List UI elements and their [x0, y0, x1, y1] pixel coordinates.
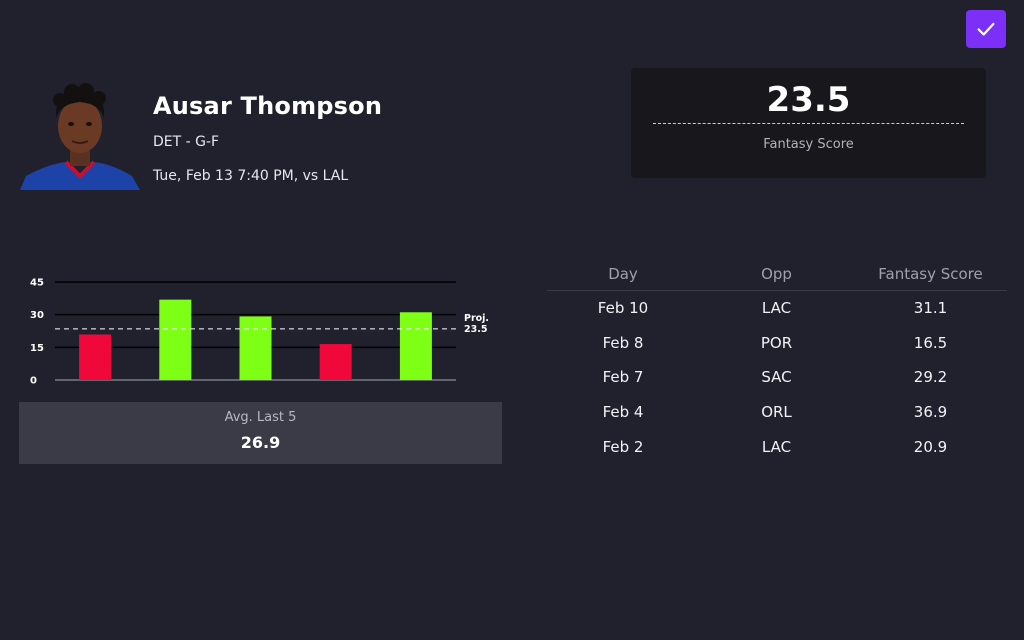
bar: [319, 344, 352, 380]
cell-day: Feb 4: [602, 403, 644, 422]
bar: [159, 299, 192, 380]
checkmark-icon: [977, 22, 995, 36]
table-row: Feb 8 POR 16.5: [547, 326, 1007, 361]
player-team-position: DET - G-F: [153, 134, 220, 150]
cell-score: 31.1: [913, 299, 948, 318]
cell-day: Feb 2: [602, 437, 644, 456]
cell-opp: LAC: [761, 437, 792, 456]
projection-value-label: 23.5: [464, 324, 487, 335]
table-row: Feb 4 ORL 36.9: [547, 395, 1007, 430]
score-divider-line: [653, 123, 964, 124]
cell-day: Feb 7: [602, 368, 644, 387]
cell-score: 36.9: [913, 403, 948, 422]
confirm-button[interactable]: [966, 10, 1006, 48]
table-row: Feb 2 LAC 20.9: [547, 429, 1007, 464]
average-label: Avg. Last 5: [224, 410, 297, 425]
header-opp: Opp: [699, 260, 854, 291]
y-tick-label: 30: [30, 310, 44, 321]
bar: [399, 312, 432, 380]
table-row: Feb 7 SAC 29.2: [547, 360, 1007, 395]
cell-day: Feb 8: [602, 333, 644, 352]
y-tick-label: 0: [30, 376, 37, 387]
y-tick-label: 15: [30, 343, 44, 354]
fantasy-score-card: 23.5 Fantasy Score: [631, 68, 986, 178]
header-fantasy-score: Fantasy Score: [854, 260, 1007, 291]
bar-chart-svg: 45 30 15 0 Proj.23.5: [30, 278, 489, 387]
cell-opp: ORL: [761, 403, 792, 422]
average-last-5-panel: Avg. Last 5 26.9: [19, 402, 502, 464]
y-tick-label: 45: [30, 278, 44, 289]
projected-score-value: 23.5: [766, 80, 851, 120]
cell-opp: LAC: [761, 299, 792, 318]
cell-opp: SAC: [761, 368, 792, 387]
cell-opp: POR: [760, 333, 793, 352]
recent-games-chart: 45 30 15 0 Proj. 23.5: [20, 270, 500, 390]
cell-score: 16.5: [913, 333, 948, 352]
bar: [239, 316, 272, 380]
cell-score: 29.2: [913, 368, 948, 387]
game-info: Tue, Feb 13 7:40 PM, vs LAL: [153, 168, 349, 184]
table-row: Feb 10 LAC 31.1: [547, 291, 1007, 326]
average-value: 26.9: [240, 433, 281, 452]
game-log-table: Day Opp Fantasy Score Feb 10 LAC 31.1 Fe…: [547, 260, 1007, 464]
cell-day: Feb 10: [597, 299, 649, 318]
player-name: Ausar Thompson: [153, 92, 383, 120]
cell-score: 20.9: [913, 437, 948, 456]
bar: [79, 334, 112, 380]
header-day: Day: [547, 260, 699, 291]
projection-label: Proj.: [464, 313, 489, 324]
score-label: Fantasy Score: [763, 137, 854, 152]
player-headshot: [20, 78, 140, 190]
table-header-row: Day Opp Fantasy Score: [547, 260, 1007, 291]
